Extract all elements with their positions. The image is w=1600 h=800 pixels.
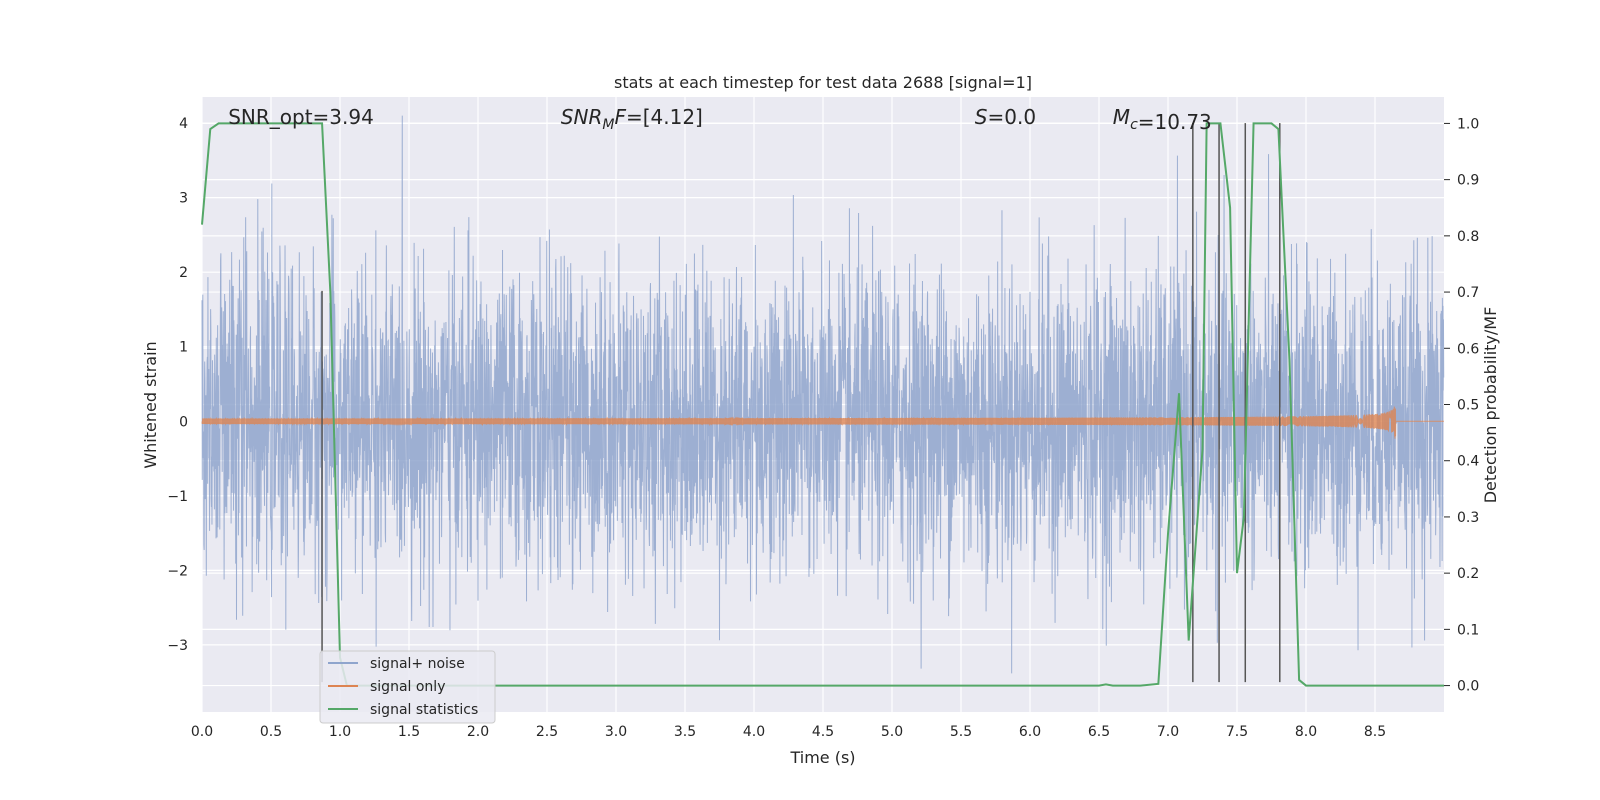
y-left-tick-label: 1 [179, 340, 188, 356]
x-tick-label: 6.5 [1088, 724, 1110, 740]
signal-statistics-line [201, 122, 1444, 687]
annotation-snr-opt: SNR_opt=3.94 [228, 105, 374, 129]
x-tick-label: 0.0 [191, 724, 213, 740]
legend: signal+ noise signal only signal statist… [319, 650, 496, 724]
y-right-tick-label: 0.3 [1457, 510, 1479, 526]
legend-label-signal-statistics: signal statistics [370, 702, 478, 718]
x-tick-label: 8.0 [1295, 724, 1317, 740]
legend-label-signal-noise: signal+ noise [370, 656, 465, 672]
legend-label-signal-only: signal only [370, 679, 445, 695]
y-left-tick-label: 3 [179, 191, 188, 207]
x-tick-label: 7.0 [1157, 724, 1179, 740]
x-tick-label: 4.5 [812, 724, 834, 740]
signal-noise-line [201, 115, 1445, 674]
y-right-tick-label: 0.1 [1457, 622, 1479, 638]
x-tick-label: 0.5 [260, 724, 282, 740]
x-tick-label: 1.0 [329, 724, 351, 740]
x-axis-ticks: 0.0 0.5 1.0 1.5 2.0 2.5 3.0 3.5 4.0 4.5 5.0 5.5 6.0 6… [191, 724, 1386, 740]
y-axis-right-label: Detection probability/MF [1481, 307, 1500, 504]
x-tick-label: 5.0 [881, 724, 903, 740]
y-right-tick-label: 0.5 [1457, 398, 1479, 414]
series-signal-noise [201, 115, 1445, 674]
x-tick-label: 5.5 [950, 724, 972, 740]
y-left-tick-label: −1 [167, 489, 188, 505]
y-right-tick-label: 0.0 [1457, 679, 1479, 695]
y-left-tick-label: −2 [167, 563, 188, 579]
y-axis-right-ticks: 0.0 0.1 0.2 0.3 0.4 0.5 0.6 0.7 0.8 0.9 1.0 [1444, 116, 1479, 695]
x-tick-label: 7.5 [1226, 724, 1248, 740]
y-right-tick-label: 0.2 [1457, 566, 1479, 582]
y-left-tick-label: 2 [179, 265, 188, 281]
y-left-tick-label: −3 [167, 638, 188, 654]
x-tick-label: 1.5 [398, 724, 420, 740]
y-axis-left-label: Whitened strain [141, 341, 160, 468]
y-right-tick-label: 0.8 [1457, 229, 1479, 245]
chart-title: stats at each timestep for test data 268… [614, 73, 1032, 92]
legend-box [319, 650, 496, 724]
x-axis-label: Time (s) [789, 748, 855, 767]
signal-only-line [201, 406, 1444, 439]
y-right-tick-label: 0.4 [1457, 454, 1479, 470]
x-tick-label: 2.5 [536, 724, 558, 740]
x-tick-label: 3.0 [605, 724, 627, 740]
y-left-tick-label: 4 [179, 116, 188, 132]
annotation-s-stat: S=0.0 [975, 105, 1036, 129]
annotation-snr-mf: SNRMF=[4.12] [561, 105, 703, 133]
y-right-tick-label: 0.7 [1457, 285, 1479, 301]
annotations: SNR_opt=3.94 SNRMF=[4.12] S=0.0 Mc=10.73 [228, 105, 1212, 134]
series-signal-statistics [201, 122, 1444, 687]
x-tick-label: 8.5 [1364, 724, 1386, 740]
y-right-tick-label: 0.6 [1457, 341, 1479, 357]
annotation-chirp-mass: Mc=10.73 [1113, 105, 1212, 134]
y-axis-left-ticks: −3 −2 −1 0 1 2 3 4 [167, 116, 188, 654]
y-left-tick-label: 0 [179, 414, 188, 430]
x-tick-label: 6.0 [1019, 724, 1041, 740]
y-right-tick-label: 0.9 [1457, 173, 1479, 189]
series-signal-only [201, 406, 1444, 439]
x-tick-label: 3.5 [674, 724, 696, 740]
y-right-tick-label: 1.0 [1457, 116, 1479, 132]
x-tick-label: 2.0 [467, 724, 489, 740]
x-tick-label: 4.0 [743, 724, 765, 740]
